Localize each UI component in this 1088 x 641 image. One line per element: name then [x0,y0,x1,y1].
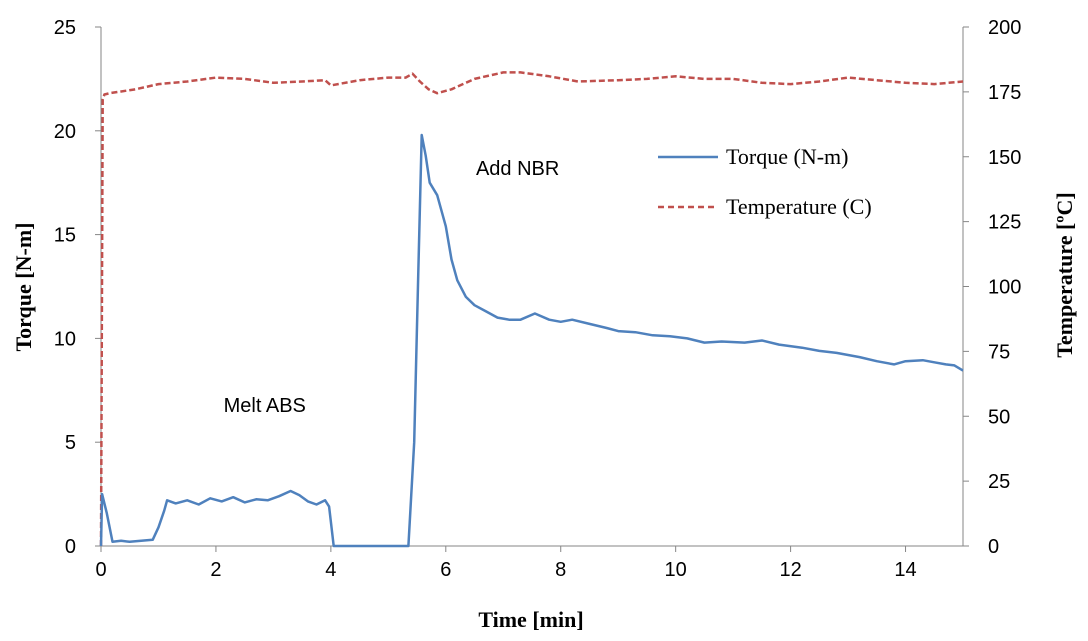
x-tick-label: 2 [210,559,221,581]
legend: Torque (N-m) Temperature (C) [658,144,872,219]
x-tick-label: 14 [894,559,916,581]
y-left-tick-label: 0 [65,536,76,558]
x-tick-label: 10 [665,559,687,581]
y-right-tick-label: 175 [988,82,1021,104]
y-left-tick-label: 20 [54,121,76,143]
legend-label-torque: Torque (N-m) [726,144,848,169]
annotation-melt-abs: Melt ABS [224,395,306,417]
y-left-tick-label: 25 [54,17,76,39]
series-layer [99,71,964,548]
y-left-tick-label: 10 [54,328,76,350]
y-right-tick-label: 100 [988,277,1021,299]
y-right-tick-label: 25 [988,471,1010,493]
x-tick-label: 4 [325,559,336,581]
y-right-tick-label: 75 [988,341,1010,363]
legend-label-temperature: Temperature (C) [726,194,872,219]
y-axis-title-right: Temperature [ºC] [1052,192,1077,358]
y-right-tick-label: 150 [988,147,1021,169]
y-right-tick-label: 0 [988,536,999,558]
x-tick-label: 6 [440,559,451,581]
y-right-tick-label: 200 [988,17,1021,39]
series-line-torque [99,133,964,548]
annotation-add-nbr: Add NBR [476,158,559,180]
annotations: Melt ABS Add NBR [224,158,560,417]
y-right-tick-label: 125 [988,212,1021,234]
x-tick-label: 12 [779,559,801,581]
x-tick-label: 0 [95,559,106,581]
y-axis-title-left: Torque [N-m] [11,223,36,352]
series-line-temperature [99,71,964,547]
y-right-tick-label: 50 [988,406,1010,428]
x-tick-label: 8 [555,559,566,581]
x-axis-title: Time [min] [478,607,583,632]
y-left-tick-label: 15 [54,225,76,247]
y-left-tick-label: 5 [65,432,76,454]
axes: 0 2 4 6 8 10 12 14 0 5 10 15 20 25 0 25 50 75 100 125 150 175… [54,17,1022,581]
